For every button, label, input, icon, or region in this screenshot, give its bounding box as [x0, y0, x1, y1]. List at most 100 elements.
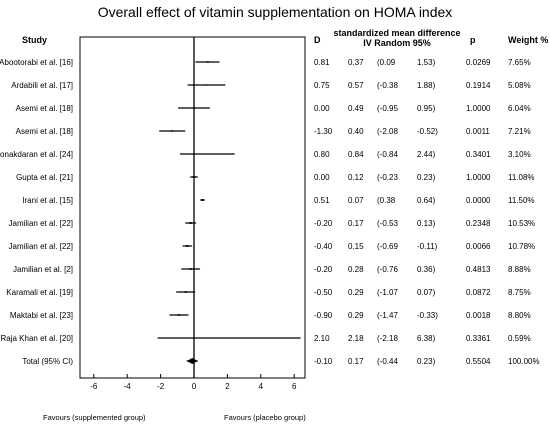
p-value: 0.3401: [466, 150, 491, 159]
x-tick-label: -4: [124, 382, 132, 391]
ci-lower-value: (-0.44: [377, 357, 398, 366]
study-label: Total (95% CI): [22, 357, 73, 366]
weight-value: 0.59%: [508, 334, 531, 343]
study-label: Asemi et al. [18]: [16, 104, 73, 113]
ci-upper-value: -0.52): [417, 127, 438, 136]
weight-value: 3.10%: [508, 150, 531, 159]
se-value: 0.29: [348, 288, 364, 297]
weight-value: 10.53%: [508, 219, 535, 228]
se-value: 0.17: [348, 219, 364, 228]
point-estimate-marker: [184, 291, 188, 293]
header-smd-line1: standardized mean difference: [333, 28, 460, 38]
p-value: 0.0066: [466, 242, 491, 251]
se-value: 0.28: [348, 265, 364, 274]
favours-left-label: Favours (supplemented group): [43, 413, 146, 422]
ci-upper-value: 0.64): [417, 196, 436, 205]
se-value: 0.17: [348, 357, 364, 366]
weight-value: 5.08%: [508, 81, 531, 90]
weight-value: 10.78%: [508, 242, 535, 251]
ci-lower-value: (-0.38: [377, 81, 398, 90]
ci-lower-value: (-0.53: [377, 219, 398, 228]
x-tick-label: 4: [259, 382, 264, 391]
p-value: 0.0011: [466, 127, 490, 136]
ci-lower-value: (-0.95: [377, 104, 398, 113]
p-value: 0.5504: [466, 357, 491, 366]
d-value: -0.20: [314, 219, 333, 228]
chart-title: Overall effect of vitamin supplementatio…: [98, 4, 453, 20]
ci-upper-value: 0.36): [417, 265, 436, 274]
x-tick-label: 0: [192, 382, 197, 391]
point-estimate-marker: [171, 130, 174, 132]
weight-value: 11.08%: [508, 173, 535, 182]
ci-upper-value: 0.07): [417, 288, 436, 297]
x-tick-label: -2: [157, 382, 165, 391]
point-estimate-marker: [205, 84, 208, 86]
point-estimate-marker: [206, 153, 209, 155]
d-value: 0.51: [314, 196, 330, 205]
study-label: Irani et al. [15]: [22, 196, 73, 205]
x-axis: -6 -4 -2 0 2 4 6: [90, 374, 297, 391]
ci-lower-value: (-1.07: [377, 288, 398, 297]
d-value: 0.75: [314, 81, 330, 90]
d-value: 0.00: [314, 173, 330, 182]
ci-lower-value: (-0.84: [377, 150, 398, 159]
d-value: -0.20: [314, 265, 333, 274]
study-label: Gupta et al. [21]: [16, 173, 73, 182]
p-value: 0.1914: [466, 81, 491, 90]
ci-upper-value: 0.23): [417, 173, 436, 182]
ci-lower-value: (-0.69: [377, 242, 398, 251]
weight-value: 7.65%: [508, 58, 531, 67]
d-value: 0.81: [314, 58, 330, 67]
se-value: 2.18: [348, 334, 364, 343]
d-value: -0.40: [314, 242, 333, 251]
se-value: 0.37: [348, 58, 364, 67]
header-weight: Weight %: [508, 35, 548, 45]
study-label: Asemi et al. [18]: [16, 127, 73, 136]
point-estimate-marker: [192, 176, 196, 178]
header-study: Study: [22, 35, 47, 45]
se-value: 0.57: [348, 81, 364, 90]
x-tick-label: 2: [225, 382, 230, 391]
weight-value: 11.50%: [508, 196, 535, 205]
ci-upper-value: -0.11): [417, 242, 438, 251]
p-value: 0.2348: [466, 219, 491, 228]
d-value: 0.80: [314, 150, 330, 159]
point-estimate-marker: [185, 245, 189, 247]
se-value: 0.07: [348, 196, 364, 205]
ci-upper-value: -0.33): [417, 311, 438, 320]
point-estimate-marker: [206, 61, 209, 63]
se-value: 0.84: [348, 150, 364, 159]
ci-upper-value: 0.23): [417, 357, 436, 366]
point-estimate-marker: [200, 199, 205, 201]
study-label: Jamilian et al. [2]: [13, 265, 73, 274]
weight-value: 8.75%: [508, 288, 531, 297]
se-value: 0.15: [348, 242, 364, 251]
p-value: 0.3361: [466, 334, 491, 343]
d-value: 0.00: [314, 104, 330, 113]
p-value: 0.0000: [466, 196, 491, 205]
point-estimate-marker: [192, 107, 196, 109]
study-label: Bonakdaran et al. [24]: [0, 150, 73, 159]
ci-lower-value: (-1.47: [377, 311, 398, 320]
weight-value: 7.21%: [508, 127, 531, 136]
weight-value: 6.04%: [508, 104, 531, 113]
ci-lower-value: (0.09: [377, 58, 396, 67]
study-label: Jamilian et al. [22]: [9, 242, 73, 251]
p-value: 0.0269: [466, 58, 491, 67]
p-value: 0.0018: [466, 311, 491, 320]
study-rows: Abootorabi et al. [16] 0.81 0.37 (0.09 1.53)…: [0, 37, 540, 378]
study-label: Ardabili et al. [17]: [11, 81, 73, 90]
point-estimate-marker: [189, 222, 193, 224]
se-value: 0.12: [348, 173, 364, 182]
ci-upper-value: 1.88): [417, 81, 436, 90]
d-value: -0.10: [314, 357, 333, 366]
point-estimate-marker: [177, 314, 181, 316]
se-value: 0.49: [348, 104, 364, 113]
header-p: p: [470, 35, 476, 45]
p-value: 1.0000: [466, 173, 491, 182]
p-value: 1.0000: [466, 104, 491, 113]
study-label: Abootorabi et al. [16]: [0, 58, 73, 67]
weight-value: 100.00%: [508, 357, 540, 366]
ci-upper-value: 0.13): [417, 219, 436, 228]
se-value: 0.40: [348, 127, 364, 136]
